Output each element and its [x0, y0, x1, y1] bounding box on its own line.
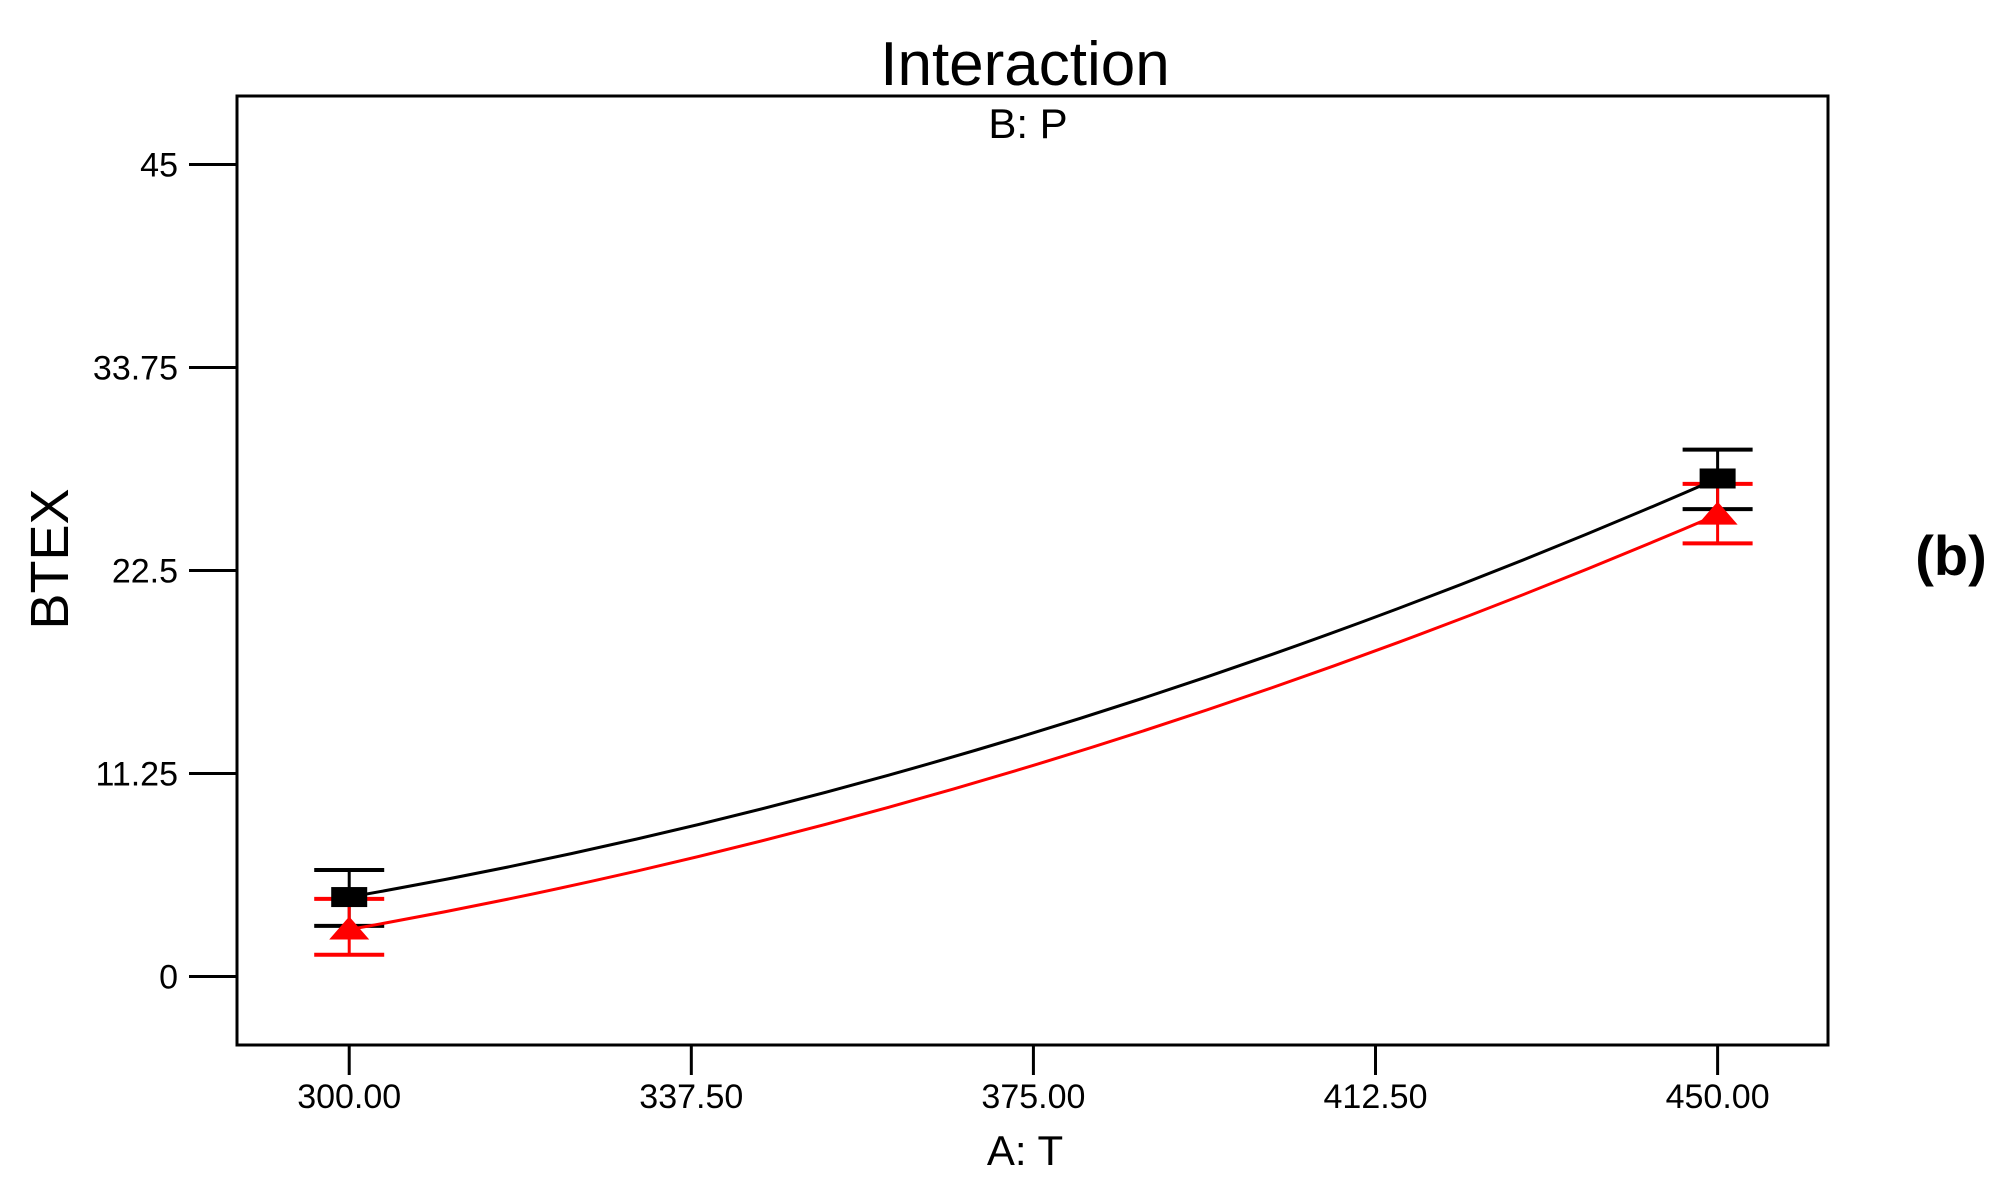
- x-axis-label: A: T: [987, 1127, 1063, 1174]
- triangle-marker: [1697, 501, 1738, 525]
- plot-border: [235, 94, 1830, 1047]
- square-marker: [1699, 468, 1736, 489]
- x-tick-label: 337.50: [639, 1078, 743, 1116]
- y-tick-label: 22.5: [112, 553, 178, 591]
- red-triangle-series-curve: [348, 513, 1719, 932]
- y-tick-label: 0: [159, 958, 178, 996]
- x-tick-label: 375.00: [981, 1078, 1085, 1116]
- chart-title: Interaction: [880, 30, 1170, 99]
- x-tick-label: 300.00: [297, 1078, 401, 1116]
- square-marker: [331, 887, 368, 908]
- x-tick-label: 412.50: [1324, 1078, 1428, 1116]
- y-tick-label: 11.25: [95, 755, 178, 793]
- black-square-series-curve: [348, 477, 1719, 899]
- panel-annotation: (b): [1915, 524, 1987, 587]
- y-tick-label: 45: [140, 147, 178, 185]
- y-axis-label: BTEX: [20, 488, 80, 629]
- triangle-marker: [329, 916, 370, 940]
- axis-ticks: 300.00 337.50 375.00 412.50 450.00 0 11.25 22.5…: [93, 147, 1770, 1116]
- data-series: [314, 447, 1753, 957]
- chart-subtitle: B: P: [988, 100, 1067, 147]
- x-tick-label: 450.00: [1666, 1078, 1770, 1116]
- y-tick-label: 33.75: [93, 350, 178, 388]
